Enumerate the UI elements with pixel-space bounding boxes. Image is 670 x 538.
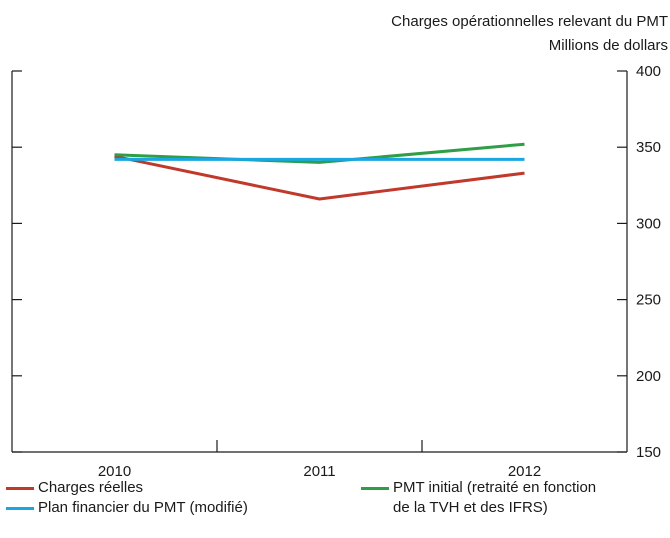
legend-swatch-blue: [6, 507, 34, 510]
y-tick-label: 300: [636, 215, 661, 232]
y-tick-label: 250: [636, 292, 661, 309]
legend-left: Charges réelles Plan financier du PMT (m…: [6, 478, 248, 518]
legend-label-charges-reelles: Charges réelles: [38, 479, 144, 496]
legend-swatch-red: [6, 487, 34, 490]
legend-swatch-green: [361, 487, 389, 490]
series-line-pmt-initial: [114, 142, 525, 164]
legend-item-charges-reelles: Charges réelles: [6, 478, 248, 498]
y-tick-label: 200: [636, 368, 661, 385]
x-tick-label: 2010: [98, 463, 131, 480]
series-line-charges-reelles: [114, 154, 525, 201]
legend-label-pmt-initial-2: de la TVH et des IFRS): [393, 499, 548, 516]
chart-title: Charges opérationnelles relevant du PMT: [391, 13, 668, 30]
series-lines: [114, 142, 525, 201]
y-axis-label: Millions de dollars: [549, 37, 668, 54]
y-tick-label: 150: [636, 444, 661, 461]
legend-right: PMT initial (retraité en fonction de la …: [361, 478, 596, 518]
legend-label-pmt-initial-1: PMT initial (retraité en fonction: [393, 479, 597, 496]
y-tick-label: 400: [636, 63, 661, 80]
y-tick-label: 350: [636, 139, 661, 156]
tick-labels: 150 200 250 300 350 400 2010 2011 2012: [98, 63, 661, 480]
x-tick-label: 2012: [508, 463, 541, 480]
x-tick-label: 2011: [303, 463, 335, 480]
legend-item-pmt-initial: PMT initial (retraité en fonction: [361, 478, 596, 498]
legend-item-plan-financier: Plan financier du PMT (modifié): [6, 498, 248, 518]
legend-label-plan-financier: Plan financier du PMT (modifié): [38, 499, 248, 516]
axes: [11, 70, 628, 453]
